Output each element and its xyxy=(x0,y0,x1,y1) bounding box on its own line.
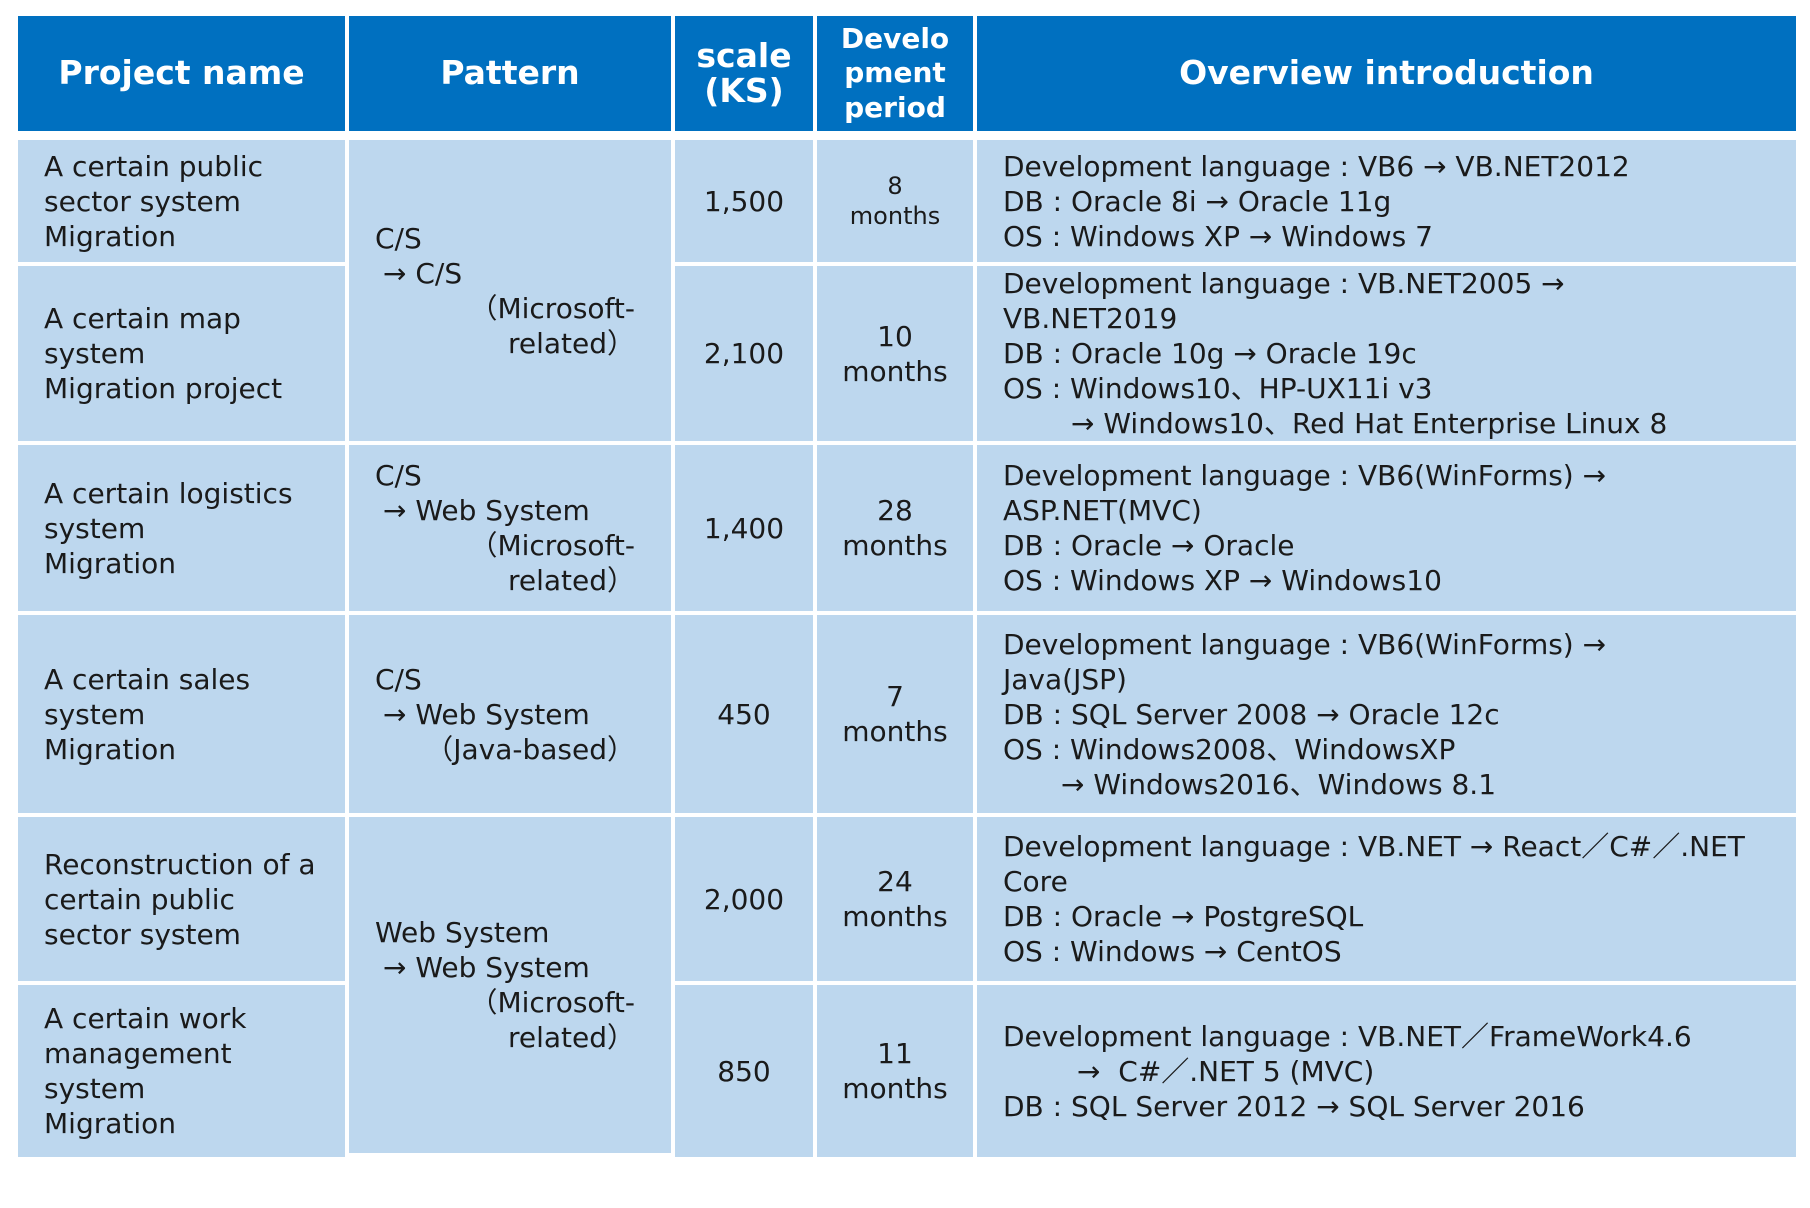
project-name-cell: A certain map system Migration project xyxy=(18,266,349,445)
period-cell: 24 months xyxy=(817,817,977,985)
overview-cell: Development language : VB6(WinForms) → J… xyxy=(977,615,1796,817)
table-row: A certain logistics system Migration C/S… xyxy=(18,445,1796,615)
project-name-cell: Reconstruction of a certain public secto… xyxy=(18,817,349,985)
project-table: Project name Pattern scale (KS) Develo p… xyxy=(18,16,1796,1157)
table-row: A certain work management system Migrati… xyxy=(18,985,1796,1157)
pattern-cell: Web System → Web System （Microsoft- rela… xyxy=(349,817,675,1157)
header-row: Project name Pattern scale (KS) Develo p… xyxy=(18,16,1796,140)
table-row: A certain public sector system Migration… xyxy=(18,140,1796,445)
header-pattern: Pattern xyxy=(349,16,675,140)
project-table-container: Project name Pattern scale (KS) Develo p… xyxy=(18,16,1796,1157)
header-project-name: Project name xyxy=(18,16,349,140)
pattern-cell: C/S → Web System （Microsoft- related） xyxy=(349,445,675,615)
pattern-cell: C/S → C/S （Microsoft- related） xyxy=(349,140,675,445)
table-row: A certain sales system Migration C/S → W… xyxy=(18,615,1796,817)
period-cell: 11 months xyxy=(817,985,977,1157)
overview-cell: Development language : VB6 → VB.NET2012 … xyxy=(977,140,1796,266)
scale-cell: 1,400 xyxy=(675,445,817,615)
project-name-cell: A certain work management system Migrati… xyxy=(18,985,349,1157)
project-name-cell: A certain public sector system Migration xyxy=(18,140,349,266)
overview-cell: Development language : VB.NET2005 → VB.N… xyxy=(977,266,1796,445)
scale-cell: 2,100 xyxy=(675,266,817,445)
table-row: Reconstruction of a certain public secto… xyxy=(18,817,1796,1157)
overview-cell: Development language : VB.NET → React／C#… xyxy=(977,817,1796,985)
period-cell: 28 months xyxy=(817,445,977,615)
project-name-cell: A certain logistics system Migration xyxy=(18,445,349,615)
header-overview-introduction: Overview introduction xyxy=(977,16,1796,140)
period-cell: 8 months xyxy=(817,140,977,266)
table-row: A certain map system Migration project 2… xyxy=(18,266,1796,445)
scale-cell: 2,000 xyxy=(675,817,817,985)
project-name-cell: A certain sales system Migration xyxy=(18,615,349,817)
scale-cell: 450 xyxy=(675,615,817,817)
scale-cell: 1,500 xyxy=(675,140,817,266)
overview-cell: Development language : VB6(WinForms) → A… xyxy=(977,445,1796,615)
scale-cell: 850 xyxy=(675,985,817,1157)
pattern-cell: C/S → Web System （Java-based） xyxy=(349,615,675,817)
header-development-period: Develo pment period xyxy=(817,16,977,140)
period-cell: 10 months xyxy=(817,266,977,445)
period-cell: 7 months xyxy=(817,615,977,817)
header-scale: scale (KS) xyxy=(675,16,817,140)
overview-cell: Development language : VB.NET／FrameWork4… xyxy=(977,985,1796,1157)
